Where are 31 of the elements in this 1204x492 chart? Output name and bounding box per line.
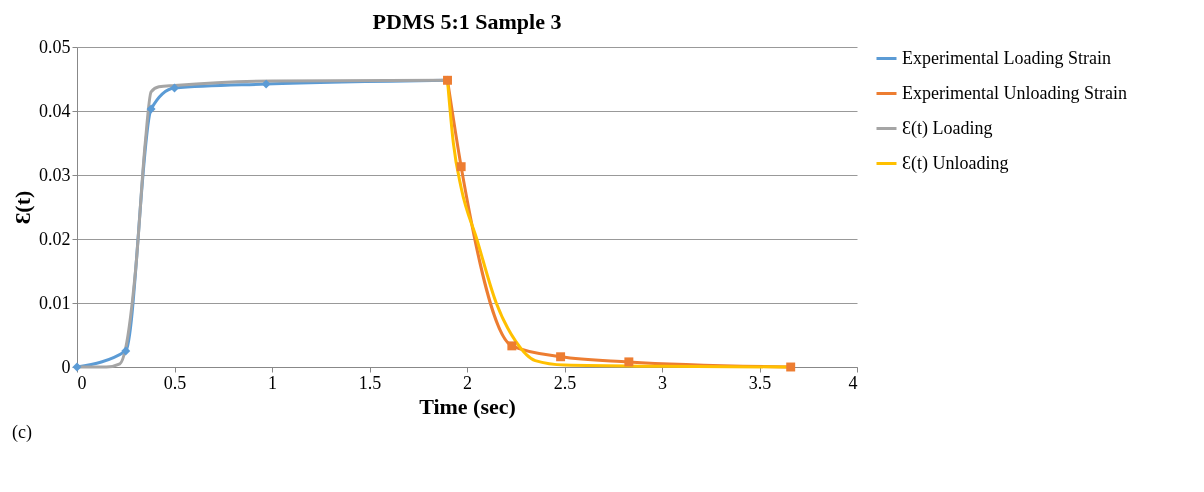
point — [456, 162, 466, 172]
point — [624, 357, 634, 367]
x-tick-label: 0.5 — [163, 372, 187, 393]
x-tick-label: 3 — [658, 372, 667, 393]
x-tick-label: 2 — [463, 372, 472, 393]
legend-label: Ɛ(t) Loading — [902, 117, 993, 139]
y-tick-label: 0.02 — [39, 228, 71, 249]
point — [556, 352, 566, 362]
legend-label: Experimental Loading Strain — [902, 47, 1111, 68]
legend-label: Ɛ(t) Unloading — [902, 152, 1009, 174]
point — [170, 83, 179, 93]
x-tick-label: 1 — [268, 372, 277, 393]
point — [146, 104, 156, 114]
x-tick-label: 3.5 — [748, 372, 772, 393]
chart-title: PDMS 5:1 Sample 3 — [372, 9, 562, 34]
y-tick-label: 0.05 — [39, 36, 71, 57]
y-tick-label: 0.03 — [39, 164, 71, 185]
y-axis-title: Ɛ(t) — [10, 190, 35, 225]
x-tick-label: 1.5 — [358, 372, 382, 393]
y-tick-label: 0.04 — [39, 100, 71, 121]
x-tick-label: 4 — [848, 372, 858, 393]
x-tick-label: 0 — [77, 372, 87, 393]
y-tick-label: 0 — [61, 356, 71, 377]
point — [121, 346, 131, 356]
legend-label: Experimental Unloading Strain — [902, 82, 1127, 103]
x-axis-title: Time (sec) — [419, 393, 516, 419]
point — [786, 362, 796, 372]
text: (c) — [12, 422, 33, 443]
y-tick-label: 0.01 — [39, 292, 71, 313]
point — [507, 341, 517, 351]
x-tick-label: 2.5 — [553, 372, 577, 393]
